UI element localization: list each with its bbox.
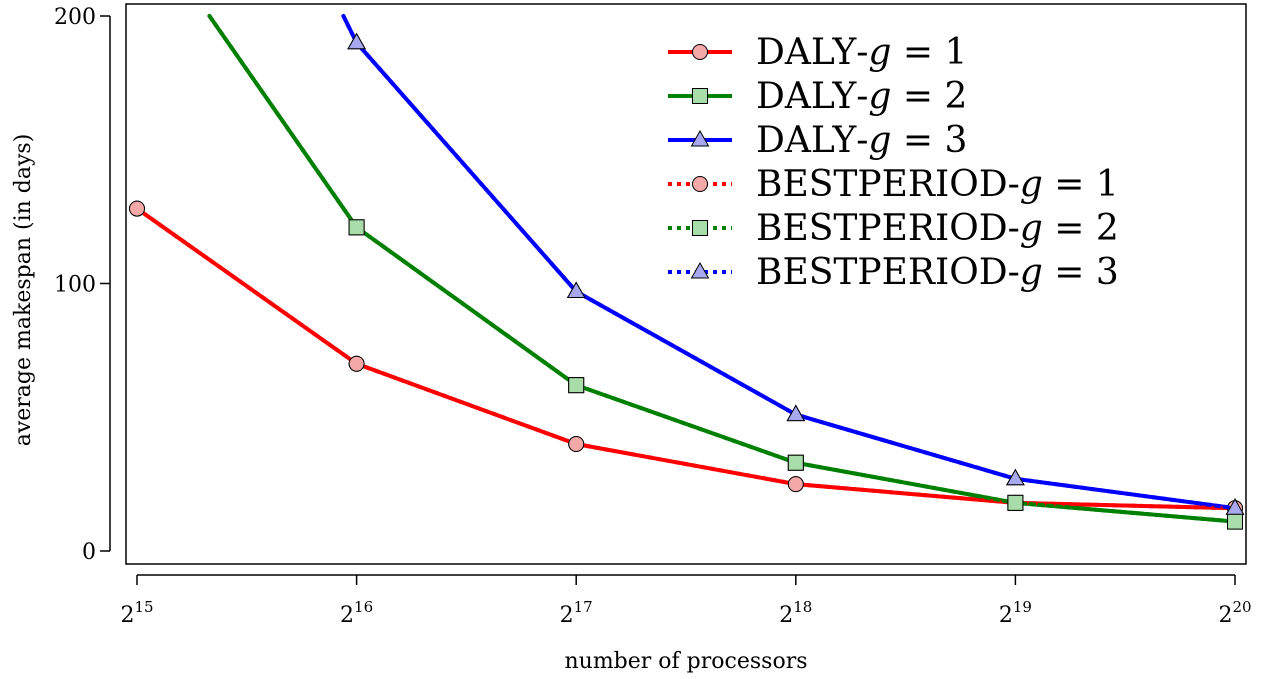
x-axis: 215 216 217 218 219 220 bbox=[120, 574, 1252, 628]
data-point bbox=[1225, 498, 1245, 515]
legend-eq: = bbox=[891, 32, 944, 73]
legend-algo: DALY bbox=[756, 32, 857, 73]
legend-algo: BESTPERIOD bbox=[756, 208, 1008, 249]
legend-item: DALY-g = 3 bbox=[668, 120, 967, 161]
series-line bbox=[135, 206, 1237, 511]
legend-marker bbox=[692, 176, 708, 192]
data-point bbox=[568, 377, 585, 394]
legend-sep: - bbox=[856, 76, 868, 117]
legend-g-value: 3 bbox=[1096, 252, 1119, 293]
legend-g: g bbox=[868, 120, 891, 161]
plot-frame bbox=[125, 3, 1247, 565]
x-tick-exponent: 16 bbox=[354, 598, 373, 616]
data-point bbox=[568, 436, 585, 452]
x-tick-base: 2 bbox=[120, 603, 134, 628]
legend-item: BESTPERIOD-g = 2 bbox=[668, 208, 1119, 249]
legend-label: DALY-g = 3 bbox=[756, 120, 967, 161]
legend-g: g bbox=[1020, 208, 1043, 249]
legend-eq: = bbox=[891, 120, 944, 161]
legend-marker bbox=[692, 88, 708, 104]
legend-marker bbox=[690, 261, 710, 279]
x-tick-exponent: 19 bbox=[1013, 598, 1032, 616]
series-layer bbox=[129, 14, 1245, 530]
data-point bbox=[1006, 468, 1025, 486]
legend-eq: = bbox=[1043, 252, 1096, 293]
data-point bbox=[348, 355, 365, 372]
legend-g-value: 3 bbox=[945, 120, 968, 161]
legend-g-value: 1 bbox=[945, 32, 968, 73]
legend-sep: - bbox=[856, 32, 868, 73]
legend-item: BESTPERIOD-g = 3 bbox=[668, 252, 1119, 293]
legend-g-value: 1 bbox=[1096, 164, 1119, 205]
legend-sep: - bbox=[1008, 164, 1020, 205]
x-tick-exponent: 15 bbox=[134, 598, 153, 616]
legend-item: BESTPERIOD-g = 1 bbox=[668, 164, 1119, 205]
data-point bbox=[566, 281, 586, 299]
legend-label: BESTPERIOD-g = 1 bbox=[756, 164, 1119, 205]
legend-algo: BESTPERIOD bbox=[756, 252, 1008, 293]
x-tick-label: 218 bbox=[779, 598, 812, 628]
legend-marker bbox=[692, 220, 708, 236]
legend-label: BESTPERIOD-g = 2 bbox=[756, 208, 1119, 249]
legend-g-value: 2 bbox=[1096, 208, 1119, 249]
legend-marker bbox=[690, 129, 710, 147]
data-point bbox=[787, 454, 804, 471]
data-point bbox=[1227, 513, 1243, 530]
legend-sep: - bbox=[856, 120, 868, 161]
series-line bbox=[341, 14, 1237, 511]
data-point bbox=[347, 32, 366, 50]
legend-algo: DALY bbox=[756, 120, 857, 161]
data-point bbox=[787, 476, 804, 493]
x-tick-exponent: 17 bbox=[574, 598, 593, 616]
legend-marker bbox=[692, 44, 708, 60]
series-5 bbox=[341, 14, 1245, 515]
y-tick-label: 200 bbox=[54, 5, 96, 30]
x-tick-base: 2 bbox=[560, 603, 574, 628]
series-line bbox=[207, 14, 1237, 524]
legend-sep: - bbox=[1008, 252, 1020, 293]
series-4 bbox=[207, 14, 1243, 530]
legend-g-value: 2 bbox=[945, 76, 968, 117]
legend-eq: = bbox=[1043, 208, 1096, 249]
legend-g: g bbox=[1020, 164, 1043, 205]
legend-item: DALY-g = 2 bbox=[668, 76, 967, 117]
data-point bbox=[129, 200, 145, 217]
x-tick-label: 220 bbox=[1218, 598, 1251, 628]
x-tick-exponent: 20 bbox=[1232, 598, 1251, 616]
y-tick-label: 100 bbox=[54, 273, 96, 298]
x-tick-base: 2 bbox=[1218, 603, 1232, 628]
x-axis-title: number of processors bbox=[564, 649, 807, 674]
x-tick-label: 217 bbox=[560, 598, 593, 628]
x-tick-label: 219 bbox=[999, 598, 1032, 628]
data-point bbox=[786, 404, 806, 422]
y-axis: 0 100 200 bbox=[54, 5, 111, 565]
legend-g: g bbox=[868, 76, 891, 117]
legend-algo: BESTPERIOD bbox=[756, 164, 1008, 205]
x-tick-base: 2 bbox=[340, 603, 354, 628]
x-tick-label: 215 bbox=[120, 598, 153, 628]
legend-label: DALY-g = 2 bbox=[756, 76, 967, 117]
x-tick-exponent: 18 bbox=[793, 598, 812, 616]
legend-item: DALY-g = 1 bbox=[668, 32, 967, 73]
legend-eq: = bbox=[891, 76, 944, 117]
y-axis-title: average makespan (in days) bbox=[11, 134, 36, 447]
x-tick-base: 2 bbox=[779, 603, 793, 628]
legend-g: g bbox=[1020, 252, 1043, 293]
legend-label: DALY-g = 1 bbox=[756, 32, 967, 73]
x-tick-label: 216 bbox=[340, 598, 373, 628]
y-tick-label: 0 bbox=[82, 540, 96, 565]
legend-label: BESTPERIOD-g = 3 bbox=[756, 252, 1119, 293]
legend-sep: - bbox=[1008, 208, 1020, 249]
data-point bbox=[1007, 494, 1024, 511]
data-point bbox=[348, 219, 365, 236]
x-tick-base: 2 bbox=[999, 603, 1013, 628]
legend-algo: DALY bbox=[756, 76, 857, 117]
legend-g: g bbox=[868, 32, 891, 73]
legend-eq: = bbox=[1043, 164, 1096, 205]
